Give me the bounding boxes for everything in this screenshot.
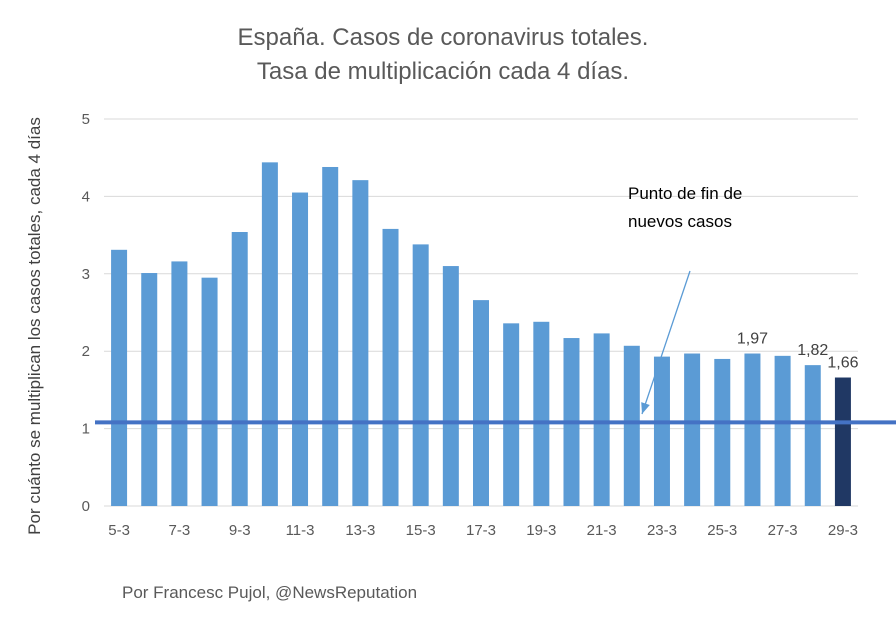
- chart-title-line-1: España. Casos de coronavirus totales.: [238, 24, 649, 51]
- y-tick-label: 2: [82, 343, 90, 360]
- bar: [714, 358, 731, 506]
- annotation-line-1: Punto de fin de: [628, 184, 742, 203]
- chart-title-line-2: Tasa de multiplicación cada 4 días.: [257, 58, 629, 85]
- bar: [744, 353, 761, 506]
- annotation-arrowhead: [641, 402, 650, 414]
- annotation-line-2: nuevos casos: [628, 212, 732, 231]
- y-tick-label: 1: [82, 421, 90, 438]
- bar: [322, 166, 339, 506]
- bar: [412, 244, 429, 506]
- x-tick-labels: 5-3 7-3 9-3 11-3 13-3 15-3 17-3 19-3 21-3 23-3 25-…: [108, 522, 858, 539]
- x-tick-label: 11-3: [286, 522, 315, 539]
- annotation: Punto de fin de nuevos casos: [628, 184, 742, 415]
- bar: [503, 323, 520, 506]
- x-tick-label: 17-3: [466, 522, 496, 539]
- data-label: 1,97: [737, 331, 768, 348]
- x-tick-label: 13-3: [345, 522, 375, 539]
- x-tick-label: 29-3: [828, 522, 858, 539]
- bar: [473, 300, 489, 506]
- x-tick-label: 21-3: [587, 522, 617, 539]
- y-tick-label: 5: [82, 111, 90, 128]
- x-tick-label: 7-3: [169, 522, 191, 539]
- x-tick-label: 9-3: [229, 522, 251, 539]
- bar: [593, 333, 610, 506]
- x-tick-label: 27-3: [768, 522, 798, 539]
- data-label: 1,82: [797, 342, 828, 359]
- y-tick-labels: 0 1 2 3 4 5: [82, 111, 90, 515]
- bar: [834, 377, 851, 506]
- x-tick-label: 15-3: [406, 522, 436, 539]
- y-tick-label: 3: [82, 266, 90, 283]
- x-tick-label: 25-3: [707, 522, 737, 539]
- bar: [684, 353, 701, 506]
- x-tick-label: 5-3: [108, 522, 130, 539]
- bar: [533, 321, 550, 506]
- bar: [231, 232, 248, 506]
- bar: [623, 345, 640, 506]
- bar: [774, 355, 791, 506]
- x-tick-label: 23-3: [647, 522, 677, 539]
- bar: [352, 180, 369, 506]
- bar: [653, 356, 670, 506]
- bar: [804, 365, 821, 506]
- data-labels: 1,97 1,821,66: [737, 331, 859, 372]
- bar: [171, 261, 188, 506]
- bar: [292, 192, 309, 506]
- y-axis-label: Por cuánto se multiplican los casos tota…: [25, 117, 44, 535]
- bar: [111, 249, 128, 506]
- bars: [111, 162, 851, 506]
- bar: [261, 162, 278, 506]
- credit-text: Por Francesc Pujol, @NewsReputation: [122, 583, 418, 602]
- bar: [442, 266, 459, 506]
- y-tick-label: 0: [82, 498, 90, 515]
- x-tick-label: 19-3: [526, 522, 556, 539]
- y-tick-label: 4: [82, 188, 90, 205]
- bar: [201, 277, 218, 506]
- annotation-arrow: [641, 270, 691, 415]
- data-label: 1,66: [827, 355, 858, 372]
- bar: [382, 228, 399, 506]
- bar: [141, 273, 158, 506]
